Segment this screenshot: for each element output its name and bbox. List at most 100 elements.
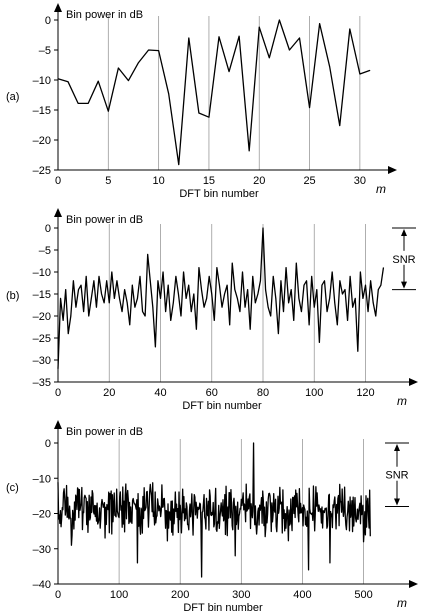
- data-point: [129, 324, 131, 326]
- snr-label: SNR: [385, 470, 408, 482]
- y-tick-label: –5: [39, 45, 51, 57]
- data-point: [383, 267, 384, 268]
- data-point: [375, 315, 377, 317]
- x-tick-label: 40: [154, 387, 166, 399]
- x-tick-label: 100: [110, 589, 128, 601]
- y-tick-label: 0: [45, 223, 51, 235]
- data-point: [290, 289, 292, 290]
- data-point: [272, 276, 274, 277]
- data-point: [270, 315, 272, 317]
- data-point: [221, 306, 223, 308]
- data-point: [370, 280, 372, 282]
- data-point: [190, 311, 192, 312]
- data-point: [244, 306, 246, 308]
- data-point: [124, 289, 126, 290]
- x-tick-label: 10: [153, 175, 165, 187]
- data-point: [316, 289, 318, 290]
- y-tick-label: –10: [33, 267, 51, 279]
- data-point: [117, 67, 119, 69]
- data-point: [193, 293, 195, 295]
- x-tick-label: 30: [354, 175, 366, 187]
- x-axis-title: DFT bin number: [179, 188, 259, 200]
- data-point: [206, 298, 208, 299]
- data-point: [262, 227, 264, 229]
- data-point: [293, 320, 295, 321]
- data-point: [77, 103, 79, 104]
- data-point: [180, 315, 182, 317]
- y-tick-label: –30: [33, 355, 51, 367]
- data-point: [203, 306, 205, 308]
- data-point: [331, 271, 333, 273]
- y-tick-label: 0: [45, 15, 51, 27]
- x-axis-title: DFT bin number: [183, 602, 263, 614]
- data-point: [103, 302, 105, 304]
- data-point: [258, 26, 260, 28]
- x-tick-label: 120: [356, 387, 374, 399]
- data-point: [131, 284, 133, 286]
- y-axis-arrow: [54, 420, 62, 429]
- data-point: [111, 271, 113, 273]
- data-point: [160, 298, 161, 299]
- snr-arrow-down: [394, 498, 400, 506]
- y-tick-label: –5: [39, 245, 51, 257]
- data-point: [198, 267, 200, 268]
- data-point: [218, 36, 220, 38]
- data-point: [248, 150, 250, 152]
- data-point: [347, 320, 348, 321]
- snr-arrow-up: [394, 444, 400, 451]
- data-point: [299, 37, 300, 39]
- data-point: [87, 103, 89, 104]
- x-tick-label: 500: [354, 589, 372, 601]
- chart-panel-3: 0 –10 –20 –30 –40 0 100 200 300 400 500 Bin power i…: [6, 420, 418, 614]
- data-point: [228, 71, 230, 72]
- data-point: [318, 342, 320, 343]
- x-tick-label: 300: [232, 589, 250, 601]
- data-point: [152, 306, 154, 308]
- y-tick-label: –20: [33, 311, 51, 323]
- data-point: [377, 289, 379, 290]
- data-point: [339, 125, 341, 126]
- y-tick-label: –15: [33, 105, 51, 117]
- panel-label: (c): [6, 482, 19, 494]
- data-point: [213, 320, 215, 321]
- data-point: [97, 80, 99, 82]
- y-tick-label: –25: [33, 165, 51, 177]
- snr-arrow-up: [401, 229, 407, 236]
- data-point: [107, 110, 109, 112]
- data-point: [208, 276, 210, 277]
- data-point: [236, 298, 238, 299]
- data-point: [149, 280, 151, 282]
- data-point: [216, 267, 218, 268]
- data-point: [280, 280, 282, 282]
- x-tick-label: 5: [105, 175, 111, 187]
- data-point: [249, 328, 251, 330]
- data-point: [67, 333, 69, 334]
- x-axis-symbol: m: [376, 182, 386, 196]
- data-point: [336, 324, 338, 326]
- data-point: [219, 284, 220, 286]
- snr-label: SNR: [392, 254, 415, 266]
- data-point: [285, 267, 287, 268]
- chart-panel-1: 0 –5 –10 –15 –20 –25 0 5 10 15 20 25 30 Bin power in …: [6, 3, 397, 200]
- data-point: [60, 298, 61, 299]
- panel-label: (b): [6, 290, 19, 302]
- data-point: [158, 50, 160, 51]
- data-point: [201, 289, 202, 290]
- data-point: [144, 315, 146, 317]
- data-point: [359, 271, 361, 273]
- data-point: [113, 298, 115, 299]
- data-point: [247, 289, 249, 290]
- data-point: [359, 73, 361, 75]
- data-point: [265, 289, 266, 290]
- data-point: [254, 302, 256, 304]
- data-point: [83, 311, 85, 312]
- x-axis-symbol: m: [397, 596, 407, 610]
- data-point: [234, 289, 236, 290]
- data-point: [380, 284, 382, 286]
- data-point: [162, 271, 164, 273]
- y-axis-title: Bin power in dB: [66, 426, 143, 438]
- data-point: [178, 293, 179, 295]
- data-point: [75, 306, 77, 308]
- data-point: [211, 293, 213, 295]
- data-point: [108, 302, 110, 304]
